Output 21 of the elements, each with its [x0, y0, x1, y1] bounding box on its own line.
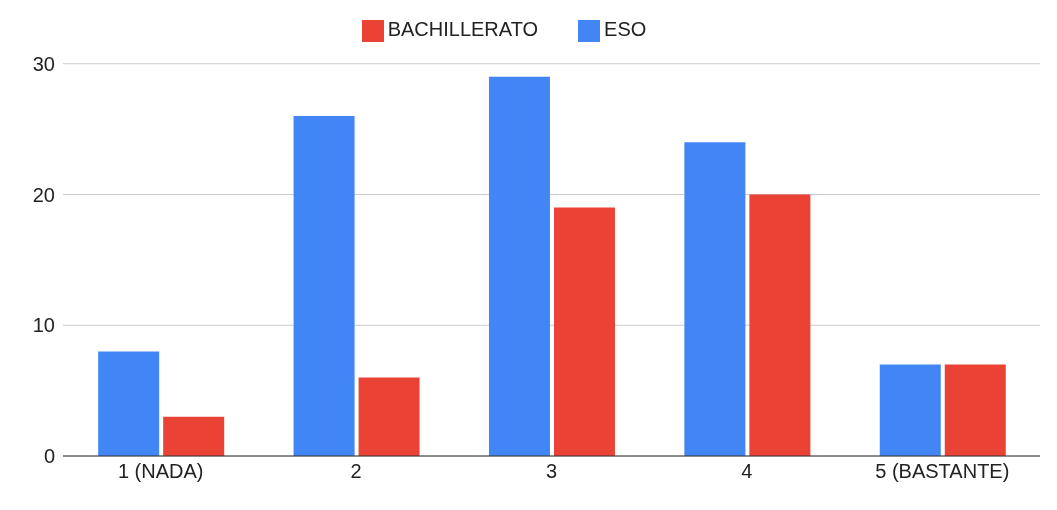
bar: [358, 377, 420, 456]
bar: [684, 142, 746, 456]
legend-label: ESO: [604, 18, 647, 40]
bar: [488, 76, 550, 456]
x-tick-label: 5 (BASTANTE): [875, 460, 1010, 483]
x-tick-label: 4: [741, 460, 753, 483]
bar: [293, 116, 355, 456]
bar: [749, 194, 811, 456]
legend-label: BACHILLERATO: [387, 18, 539, 40]
bar: [879, 364, 941, 456]
y-tick-label: 20: [32, 183, 55, 206]
x-tick-label: 3: [545, 460, 558, 483]
y-tick-label: 30: [32, 52, 55, 75]
bar: [944, 364, 1006, 456]
x-tick-label: 1 (NADA): [117, 460, 204, 483]
y-tick-label: 10: [32, 314, 55, 337]
bar: [553, 207, 615, 456]
y-tick-label: 0: [43, 445, 55, 468]
x-tick-label: 2: [350, 460, 362, 483]
bar: [163, 416, 225, 456]
bar: [98, 351, 160, 456]
